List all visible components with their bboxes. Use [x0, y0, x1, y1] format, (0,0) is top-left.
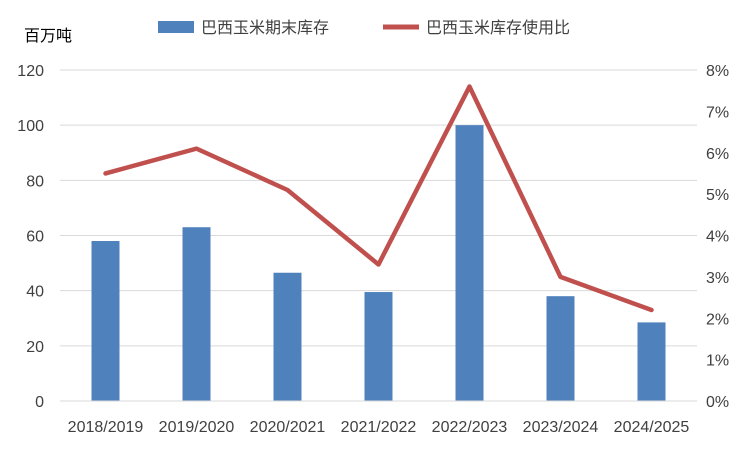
legend-swatch-bar: [158, 21, 194, 33]
bar: [91, 241, 120, 401]
right-axis-tick-label: 0%: [706, 394, 729, 411]
x-axis-tick-label: 2022/2023: [432, 419, 508, 436]
legend: 巴西玉米期末库存 巴西玉米库存使用比: [158, 18, 570, 37]
right-axis-tick-label: 3%: [706, 270, 729, 287]
legend-label-line: 巴西玉米库存使用比: [426, 18, 570, 37]
right-axis-tick-label: 7%: [706, 104, 729, 121]
gridlines: [60, 69, 697, 347]
left-axis-tick-label: 60: [26, 229, 44, 246]
x-axis-tick-label: 2024/2025: [614, 419, 690, 436]
legend-label-bar: 巴西玉米期末库存: [201, 18, 329, 37]
left-axis-tick-label: 0: [35, 394, 44, 411]
bar: [546, 296, 575, 401]
x-axis-tick-label: 2021/2022: [341, 419, 417, 436]
axes: 0 20 40 60 80 100 120 0% 1% 2% 3% 4% 5% 6% 7% 8% 2018/20…: [17, 63, 729, 436]
x-axis-tick-label: 2019/2020: [159, 419, 235, 436]
right-axis-tick-label: 2%: [706, 311, 729, 328]
x-axis-tick-label: 2018/2019: [68, 419, 144, 436]
right-axis-tick-label: 6%: [706, 146, 729, 163]
left-axis-unit-label: 百万吨: [24, 26, 72, 45]
bar-series: [91, 125, 666, 402]
right-axis-tick-label: 4%: [706, 229, 729, 246]
x-axis-tick-label: 2020/2021: [250, 419, 326, 436]
line-series: [103, 84, 654, 313]
left-axis-tick-label: 40: [26, 284, 44, 301]
line-series-path: [103, 84, 654, 313]
x-axis-tick-label: 2023/2024: [523, 419, 599, 436]
bar: [182, 227, 211, 401]
left-axis-tick-label: 20: [26, 339, 44, 356]
right-axis-tick-label: 8%: [706, 63, 729, 80]
left-axis-tick-label: 100: [17, 118, 44, 135]
bar: [364, 292, 393, 401]
bar: [455, 125, 484, 402]
right-axis-tick-label: 5%: [706, 187, 729, 204]
right-axis-tick-label: 1%: [706, 353, 729, 370]
bar: [637, 322, 666, 401]
bar: [273, 272, 302, 401]
left-axis-tick-label: 80: [26, 173, 44, 190]
left-axis-tick-label: 120: [17, 63, 44, 80]
